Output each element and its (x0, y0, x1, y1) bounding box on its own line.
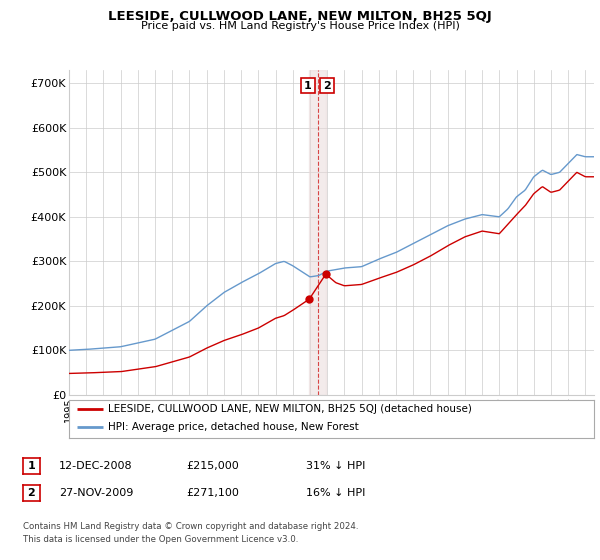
Text: 2: 2 (28, 488, 35, 498)
Text: Contains HM Land Registry data © Crown copyright and database right 2024.: Contains HM Land Registry data © Crown c… (23, 522, 358, 531)
Text: LEESIDE, CULLWOOD LANE, NEW MILTON, BH25 5QJ: LEESIDE, CULLWOOD LANE, NEW MILTON, BH25… (108, 10, 492, 23)
Text: This data is licensed under the Open Government Licence v3.0.: This data is licensed under the Open Gov… (23, 535, 298, 544)
Text: 2: 2 (323, 81, 331, 91)
Text: 27-NOV-2009: 27-NOV-2009 (59, 488, 133, 498)
Text: LEESIDE, CULLWOOD LANE, NEW MILTON, BH25 5QJ (detached house): LEESIDE, CULLWOOD LANE, NEW MILTON, BH25… (109, 404, 472, 414)
Text: HPI: Average price, detached house, New Forest: HPI: Average price, detached house, New … (109, 422, 359, 432)
Text: 31% ↓ HPI: 31% ↓ HPI (306, 461, 365, 471)
Text: Price paid vs. HM Land Registry's House Price Index (HPI): Price paid vs. HM Land Registry's House … (140, 21, 460, 31)
Bar (309, 70, 326, 395)
Text: 1: 1 (28, 461, 35, 471)
Text: £215,000: £215,000 (186, 461, 239, 471)
Text: 16% ↓ HPI: 16% ↓ HPI (306, 488, 365, 498)
Text: £271,100: £271,100 (186, 488, 239, 498)
Text: 12-DEC-2008: 12-DEC-2008 (59, 461, 133, 471)
Text: 1: 1 (304, 81, 312, 91)
